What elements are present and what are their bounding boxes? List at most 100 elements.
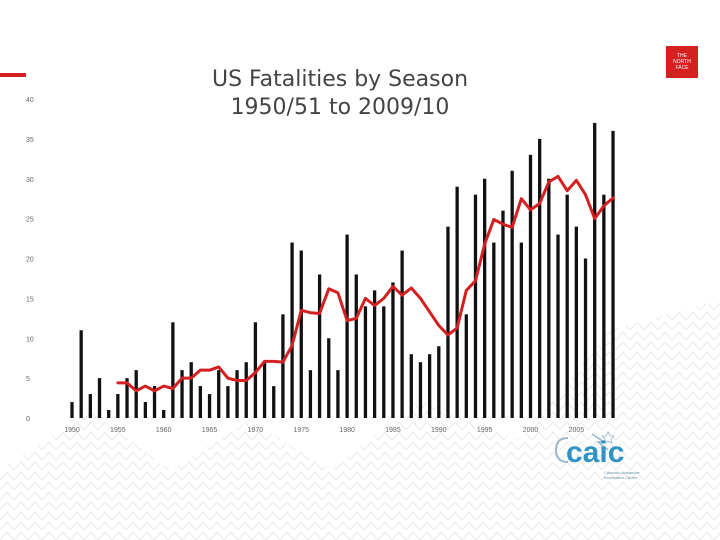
bar-1969 xyxy=(244,362,248,418)
line-point-1985 xyxy=(392,285,394,288)
y-tick-label: 40 xyxy=(26,97,34,104)
y-tick-label: 25 xyxy=(26,217,34,224)
line-point-1992 xyxy=(456,327,458,329)
bar-1960 xyxy=(162,410,166,418)
caic-logo-word: caic xyxy=(566,436,625,469)
line-point-1964 xyxy=(199,369,202,371)
line-point-1988 xyxy=(419,297,422,300)
line-point-1957 xyxy=(135,390,137,392)
line-point-1995 xyxy=(483,243,486,245)
line-point-1961 xyxy=(172,387,174,390)
bar-2008 xyxy=(602,194,606,418)
bar-1988 xyxy=(418,362,423,418)
line-point-1998 xyxy=(511,226,513,229)
line-point-1956 xyxy=(126,382,128,384)
bar-1982 xyxy=(363,306,368,418)
bar-2000 xyxy=(528,154,533,418)
line-point-1977 xyxy=(318,312,321,315)
bar-2005 xyxy=(574,226,578,418)
x-tick-label: 1985 xyxy=(385,427,401,434)
line-point-1969 xyxy=(245,379,248,382)
x-tick-label: 2005 xyxy=(569,427,585,434)
accent-bar xyxy=(0,73,26,77)
bar-2003 xyxy=(556,234,560,418)
line-point-1986 xyxy=(401,294,403,296)
bar-1998 xyxy=(510,170,514,418)
bar-1978 xyxy=(327,338,331,418)
bar-1963 xyxy=(189,362,193,418)
line-point-1983 xyxy=(373,304,376,307)
line-point-1973 xyxy=(282,361,284,363)
bar-1992 xyxy=(455,186,459,418)
line-point-1955 xyxy=(117,382,119,384)
line-point-1976 xyxy=(309,311,312,314)
line-point-1959 xyxy=(153,390,156,392)
bar-1989 xyxy=(427,354,432,418)
chart-title: US Fatalities by Season 1950/51 to 2009/… xyxy=(180,66,500,122)
bar-1976 xyxy=(308,370,313,418)
y-tick-label: 35 xyxy=(26,137,34,144)
y-tick-label: 20 xyxy=(26,257,34,264)
line-point-1966 xyxy=(217,366,220,368)
bar-1955 xyxy=(116,394,120,418)
line-point-1967 xyxy=(227,377,229,379)
line-point-1978 xyxy=(327,288,330,290)
line-point-1963 xyxy=(190,377,193,379)
line-point-1989 xyxy=(428,311,431,313)
bar-1980 xyxy=(345,234,349,418)
line-point-1979 xyxy=(337,291,339,294)
line-point-1996 xyxy=(493,218,495,221)
bar-1975 xyxy=(299,250,303,418)
bar-1958 xyxy=(143,402,148,418)
bar-1968 xyxy=(235,370,239,418)
title-line-1: US Fatalities by Season xyxy=(211,67,469,92)
bar-1962 xyxy=(180,370,184,418)
bar-1970 xyxy=(253,322,258,418)
line-point-1981 xyxy=(355,317,358,320)
title-line-2: 1950/51 to 2009/10 xyxy=(230,95,450,120)
line-point-1999 xyxy=(520,197,523,200)
bar-1999 xyxy=(519,242,523,418)
line-point-1965 xyxy=(208,369,211,371)
bar-1971 xyxy=(262,362,267,418)
line-point-1980 xyxy=(346,319,348,322)
line-point-2004 xyxy=(566,189,568,192)
bar-1979 xyxy=(336,370,340,418)
line-point-1984 xyxy=(382,297,385,300)
x-tick-label: 1975 xyxy=(293,427,309,434)
bar-1964 xyxy=(198,386,203,418)
bar-1987 xyxy=(409,354,413,418)
bar-1954 xyxy=(107,410,111,418)
x-tick-label: 2000 xyxy=(523,427,539,434)
bar-1950 xyxy=(70,402,74,418)
line-point-1987 xyxy=(410,287,413,289)
y-tick-label: 15 xyxy=(26,296,34,303)
bar-1990 xyxy=(437,346,441,418)
line-series xyxy=(116,174,615,393)
bar-1995 xyxy=(483,178,487,418)
x-tick-label: 1980 xyxy=(339,427,355,434)
bar-1961 xyxy=(171,322,175,418)
bar-1953 xyxy=(97,378,102,419)
line-point-2007 xyxy=(593,217,596,220)
line-point-1971 xyxy=(263,360,266,363)
bar-2009 xyxy=(611,130,615,418)
bar-1956 xyxy=(125,378,129,419)
bar-1997 xyxy=(501,210,505,418)
bar-2002 xyxy=(547,178,551,418)
bar-1974 xyxy=(290,242,294,418)
x-tick-label: 1960 xyxy=(156,427,172,434)
line-point-2002 xyxy=(548,181,550,183)
y-tick-label: 10 xyxy=(26,336,34,343)
line-point-1990 xyxy=(438,324,440,327)
bar-1994 xyxy=(473,194,478,418)
line-point-1958 xyxy=(144,385,147,387)
y-tick-label: 30 xyxy=(26,177,34,184)
x-tick-label: 1955 xyxy=(110,427,126,434)
line-point-1974 xyxy=(291,344,293,347)
x-tick-label: 1950 xyxy=(64,427,80,434)
line-point-1968 xyxy=(236,379,238,382)
line-point-2000 xyxy=(529,209,532,211)
bar-2006 xyxy=(583,258,588,418)
